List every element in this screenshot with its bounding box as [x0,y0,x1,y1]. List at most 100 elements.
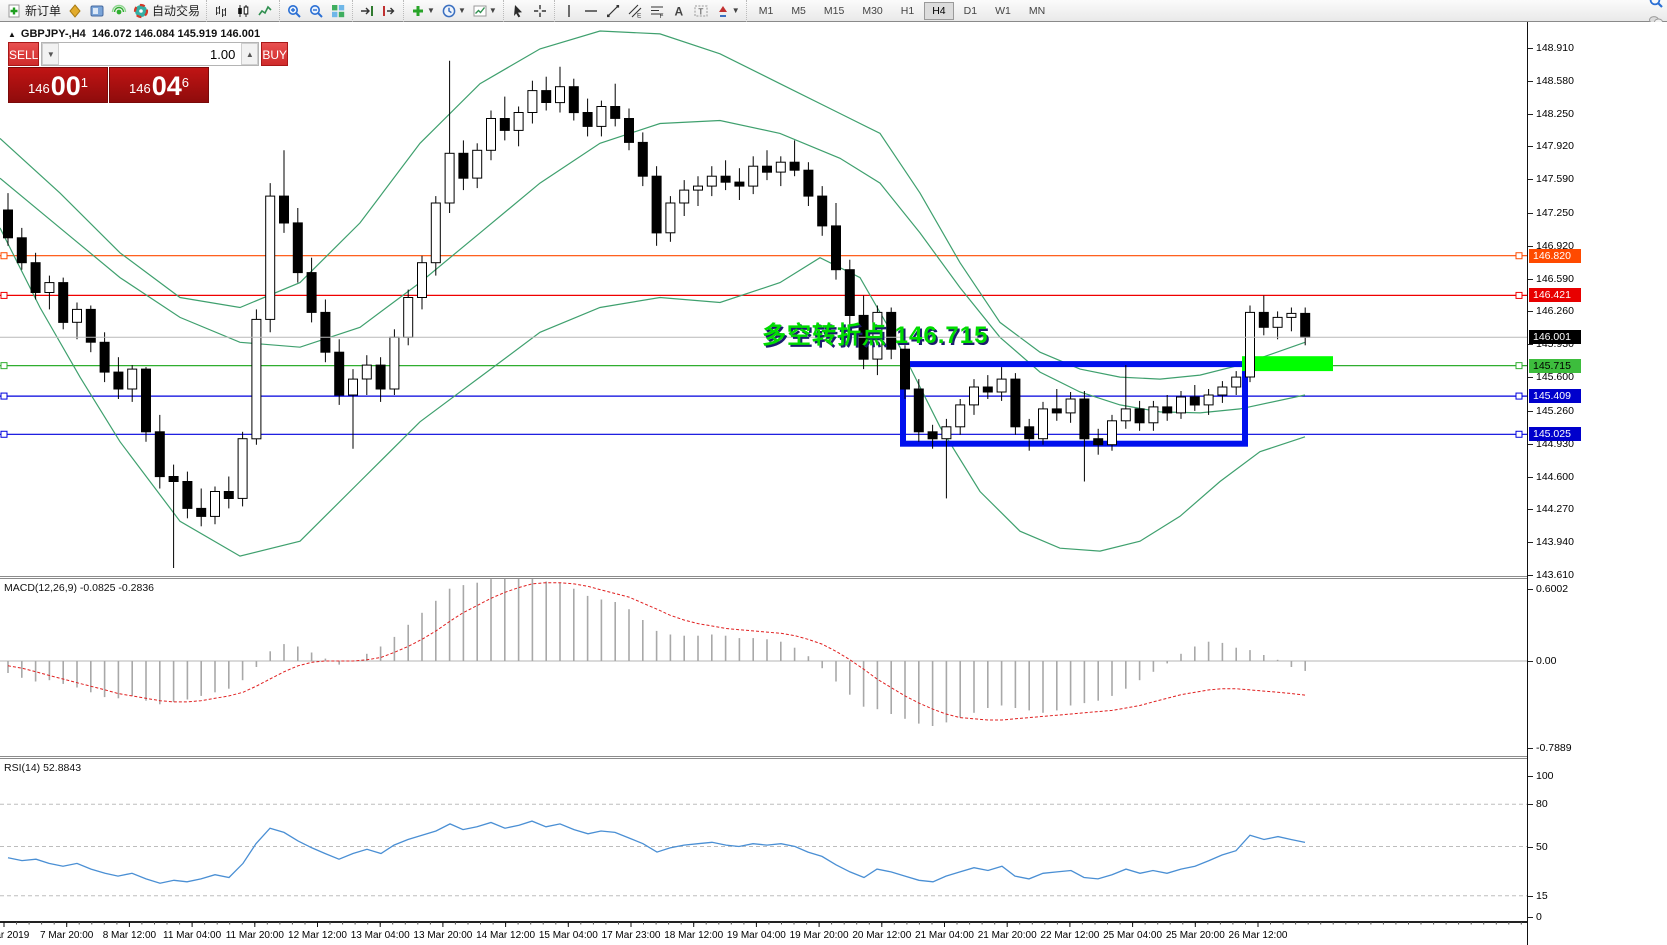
chart-candles-icon [238,4,249,17]
timeframe-d1-button[interactable]: D1 [963,4,978,17]
toolbar-group [502,0,554,22]
vline-button[interactable] [558,1,580,21]
buy-price-prefix: 146 [129,81,151,96]
cursor-button[interactable] [507,1,529,21]
new-order-button[interactable]: 新订单 [3,1,64,21]
timeframe-h4-button[interactable]: H4 [924,1,954,20]
scale-tick-label: 145.600 [1536,371,1574,383]
search-button[interactable] [1645,0,1667,11]
arrows-button[interactable]: ▼ [712,1,743,21]
price-badge: 146.001 [1529,330,1581,344]
timeframe-m1-button[interactable]: M1 [758,4,774,17]
timeframe-h1-button[interactable]: H1 [900,4,915,17]
channel-button[interactable]: E [624,1,646,21]
volume-increase-button[interactable]: ▲ [241,43,259,65]
scale-tick [1528,917,1533,918]
rsi-pane[interactable] [0,759,1527,921]
signals-button[interactable] [108,1,130,21]
buy-button[interactable]: BUY [261,42,289,66]
hline-button[interactable] [580,1,602,21]
indicators-button[interactable]: ▼ [407,1,438,21]
price-badge: 145.409 [1529,389,1581,403]
timeframe-m15-button[interactable]: M15 [823,4,845,17]
crosshair-button[interactable] [529,1,551,21]
scale-tick [1528,509,1533,510]
price-pane[interactable] [0,23,1527,576]
scale-tick-label: 146.590 [1536,273,1574,285]
autotrade-button[interactable]: 自动交易 [130,1,203,21]
dropdown-caret-icon[interactable]: ▼ [457,6,466,15]
scale-tick [1528,589,1533,590]
dropdown-caret-icon[interactable]: ▼ [488,6,497,15]
timeframe-mn-button[interactable]: MN [1028,4,1046,17]
sell-button[interactable]: SELL [8,42,40,66]
tile-windows-icon [332,4,345,17]
macd-pane[interactable] [0,579,1527,756]
chart-bars-button[interactable] [210,1,232,21]
scale-tick-label: 15 [1536,890,1548,902]
timeframe-m5-button[interactable]: M5 [791,4,806,17]
scale-tick-label: 148.580 [1536,75,1574,87]
chart-shift-icon [383,5,395,16]
scale-tick [1528,748,1533,749]
svg-text:F: F [659,13,663,19]
chart-line-button[interactable] [254,1,276,21]
auto-scroll-button[interactable] [356,1,378,21]
scale-tick-label: 145.260 [1536,405,1574,417]
navigator-button[interactable] [86,1,108,21]
scale-tick-label: 146.260 [1536,305,1574,317]
pane-separator[interactable] [0,576,1667,579]
scale-tick [1528,661,1533,662]
chart-area[interactable]: 7 Mar 2019 7 Mar 20:00 8 Mar 12:00 11 Mar 0… [0,22,1667,945]
buy-quote[interactable]: 146 04 6 [109,67,209,103]
time-axis-label: 22 Mar 12:00 [1040,930,1099,941]
chart-candles-button[interactable] [232,1,254,21]
zoom-in-button[interactable] [283,1,305,21]
scale-tick-label: 144.270 [1536,503,1574,515]
scale-tick [1528,896,1533,897]
timeframe-w1-button[interactable]: W1 [995,4,1011,17]
dropdown-caret-icon[interactable]: ▼ [731,6,740,15]
time-axis-label: 7 Mar 20:00 [40,930,94,941]
hline-icon [584,9,597,12]
scale-tick-label: 143.940 [1536,536,1574,548]
scale-tick [1528,81,1533,82]
volume-decrease-button[interactable]: ▼ [42,43,60,65]
time-axis-label: 17 Mar 23:00 [602,930,661,941]
pane-separator[interactable] [0,756,1667,759]
tile-windows-button[interactable] [327,1,349,21]
periods-button[interactable]: ▼ [438,1,469,21]
chart-bars-icon [216,5,227,17]
collapse-triangle-icon[interactable]: ▲ [8,30,16,39]
zoom-out-button[interactable] [305,1,327,21]
autotrade-icon [133,3,149,18]
fibonacci-icon: F [650,5,663,19]
chart-shift-button[interactable] [378,1,400,21]
price-scale[interactable]: 148.910 148.580 148.250 147.920 147.590 147.2… [1527,22,1667,945]
time-axis-label: 21 Mar 04:00 [915,930,974,941]
sell-quote[interactable]: 146 00 1 [8,67,108,103]
text-label-button[interactable]: T [690,1,712,21]
time-axis-label: 21 Mar 20:00 [978,930,1037,941]
scale-tick-label: 0.00 [1536,655,1557,667]
dropdown-caret-icon[interactable]: ▼ [427,6,435,15]
time-axis-label: 19 Mar 04:00 [727,930,786,941]
trendline-icon [606,4,619,17]
price-badge: 146.820 [1529,249,1581,263]
symbol-header[interactable]: ▲ GBPJPY-,H4 146.072 146.084 145.919 146.… [8,28,260,40]
timeframe-m30-button[interactable]: M30 [862,4,883,17]
market-watch-button[interactable] [64,1,86,21]
templates-button[interactable]: ▼ [469,1,500,21]
toolbar-group: E F A T ▼ [553,0,746,22]
chart-annotation-text[interactable]: 多空转折点 146.715 [762,322,989,349]
time-axis-label: 15 Mar 04:00 [539,930,598,941]
scale-tick [1528,847,1533,848]
text-button[interactable]: A [668,1,690,21]
scale-tick-label: 147.590 [1536,173,1574,185]
scale-tick [1528,477,1533,478]
volume-input[interactable] [59,43,242,65]
price-badge: 145.025 [1529,427,1581,441]
time-axis-label: 13 Mar 20:00 [413,930,472,941]
fibonacci-button[interactable]: F [646,1,668,21]
trendline-button[interactable] [602,1,624,21]
